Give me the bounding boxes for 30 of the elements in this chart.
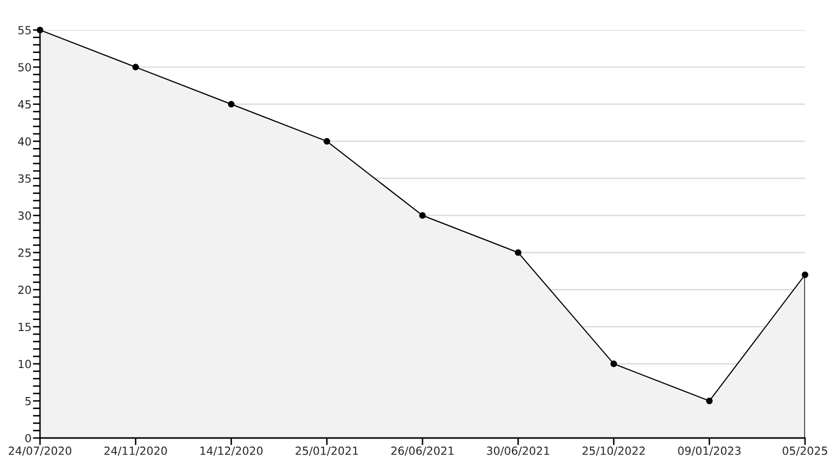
y-tick-label: 45: [18, 100, 31, 109]
point: [228, 100, 235, 108]
x-tick-label: 25/10/2022: [582, 446, 645, 456]
y-tick-label: 55: [18, 26, 31, 34]
x-tick-label: 26/06/2021: [391, 446, 454, 456]
x-tick-label: 24/07/2020: [8, 446, 72, 456]
y-tick-label: 0: [25, 434, 31, 442]
y-tick-label: 40: [18, 137, 31, 146]
y-tick-label: 10: [18, 360, 31, 368]
point: [132, 64, 139, 70]
x-tick-label: 09/01/2023: [678, 446, 741, 456]
point: [419, 212, 426, 219]
x-tick-label: 30/06/2021: [486, 446, 550, 456]
y-tick-label: 5: [25, 397, 31, 406]
x-tick-label: 24/11/2020: [104, 446, 167, 456]
point: [706, 398, 713, 404]
y-tick-label: 50: [18, 63, 31, 72]
y-tick-label: 30: [18, 211, 31, 220]
y-tick-label: 15: [18, 322, 31, 332]
point: [610, 360, 618, 368]
point: [514, 249, 522, 256]
x-tick-label: 05/2025: [782, 446, 828, 456]
point: [36, 26, 44, 34]
x-tick-label: 14/12/2020: [200, 446, 263, 456]
y-tick-label: 20: [18, 286, 31, 294]
y-tick-label: 25: [18, 248, 31, 257]
point: [324, 138, 330, 145]
x-tick-label: 25/01/2021: [296, 446, 358, 456]
point: [802, 272, 808, 278]
y-tick-label: 35: [18, 174, 31, 183]
